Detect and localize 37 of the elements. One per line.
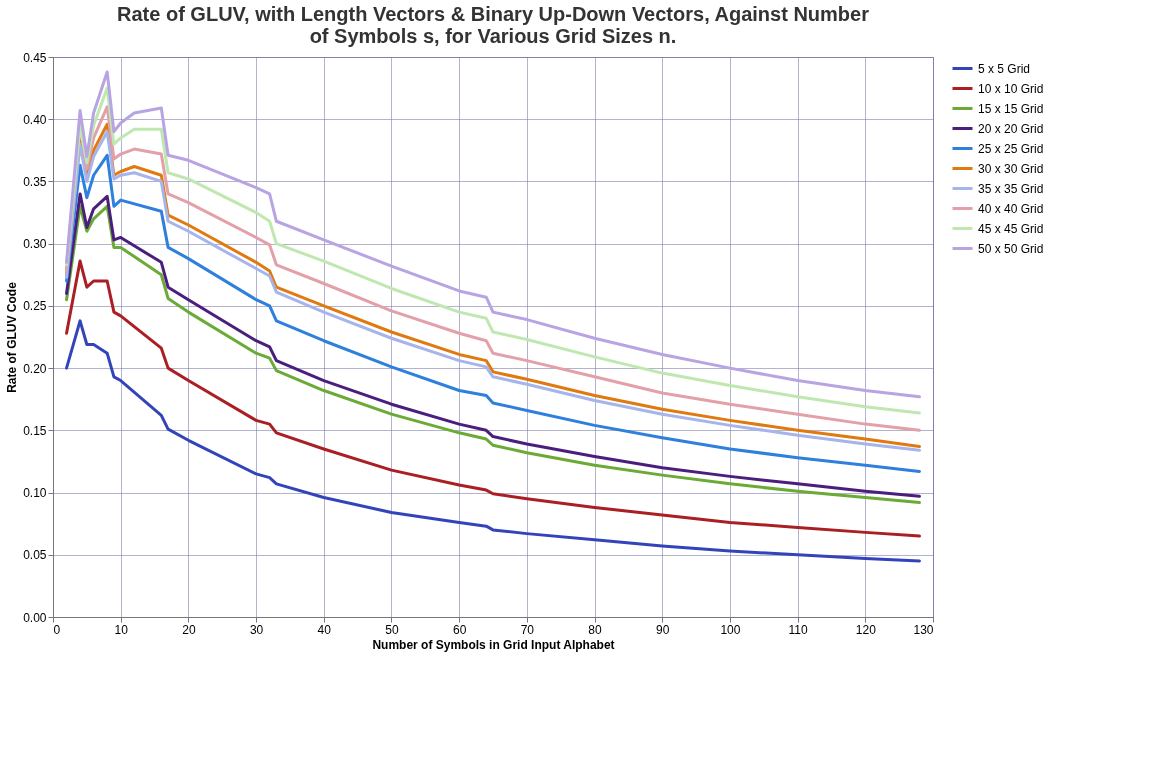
x-tick-label: 20 (182, 622, 196, 637)
y-tick-label: 0.20 (23, 361, 47, 376)
x-tick-label: 80 (588, 622, 603, 637)
chart-title: Rate of GLUV, with Length Vectors & Binary Up-Down Vectors, Against Number of Symbols s, for Various Grid Sizes n. (117, 3, 870, 47)
legend-label: 15 x 15 Grid (978, 101, 1044, 116)
y-tick-label: 0.00 (23, 610, 47, 625)
x-axis-title: Number of Symbols in Grid Input Alphabet (372, 637, 615, 652)
y-axis-title: Rate of GLUV Code (5, 281, 20, 393)
x-tick-label: 30 (249, 622, 264, 637)
y-tick-label: 0.25 (23, 299, 47, 314)
x-tick-label: 100 (720, 622, 741, 637)
legend-label: 35 x 35 Grid (978, 181, 1044, 196)
x-tick-label: 70 (520, 622, 535, 637)
x-tick-label: 10 (114, 622, 129, 637)
legend-label: 25 x 25 Grid (978, 141, 1044, 156)
y-tick-label: 0.45 (23, 50, 47, 65)
x-tick-label: 40 (317, 622, 332, 637)
x-tick-label: 0 (53, 622, 61, 637)
x-tick-label: 120 (855, 622, 877, 637)
y-tick-label: 0.10 (23, 486, 47, 501)
y-tick-label: 0.40 (23, 112, 47, 127)
legend-label: 10 x 10 Grid (978, 81, 1044, 96)
x-tick-label: 50 (385, 622, 399, 637)
legend-label: 30 x 30 Grid (978, 161, 1044, 176)
legend-label: 40 x 40 Grid (978, 201, 1044, 216)
x-tick-label: 130 (913, 622, 934, 637)
x-tick-label: 90 (656, 622, 670, 637)
legend-label: 50 x 50 Grid (978, 241, 1044, 256)
x-tick-label: 110 (788, 622, 808, 637)
y-tick-label: 0.35 (23, 174, 47, 189)
legend-label: 5 x 5 Grid (978, 61, 1031, 76)
y-tick-label: 0.15 (23, 423, 47, 438)
y-tick-label: 0.30 (23, 237, 47, 252)
x-tick-label: 60 (452, 622, 467, 637)
legend-label: 20 x 20 Grid (978, 121, 1044, 136)
legend-label: 45 x 45 Grid (978, 221, 1044, 236)
y-tick-label: 0.05 (23, 548, 47, 563)
